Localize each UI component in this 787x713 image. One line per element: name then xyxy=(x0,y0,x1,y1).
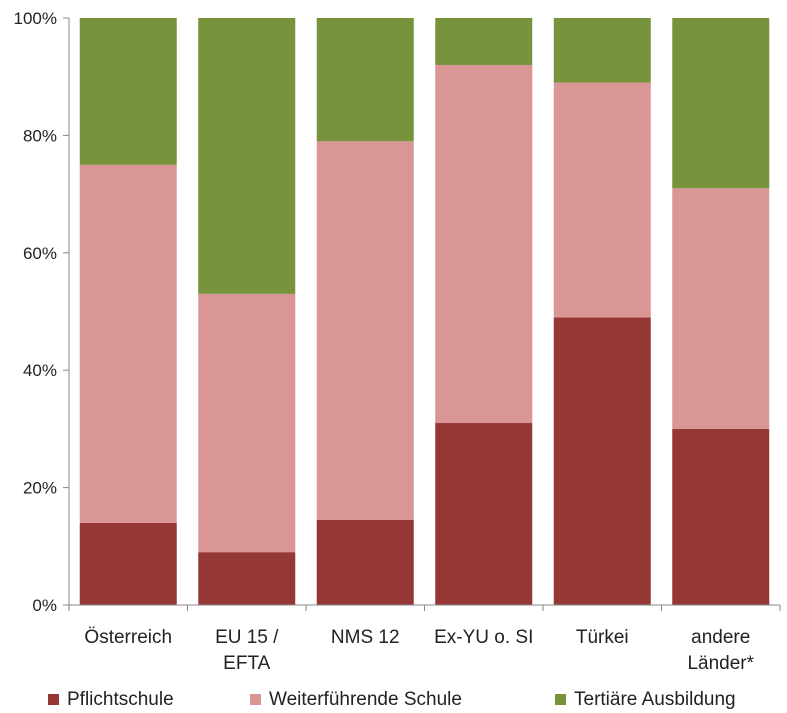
y-tick-label: 0% xyxy=(32,596,57,615)
bar-segment xyxy=(316,141,414,520)
legend: Pflichtschule Weiterführende Schule Tertiä… xyxy=(48,689,736,710)
bar-segment xyxy=(79,522,177,605)
legend-label: Weiterführende Schule xyxy=(269,689,462,710)
x-category-label: NMS 12 xyxy=(331,627,400,648)
bar-segment xyxy=(79,164,177,523)
legend-swatch xyxy=(555,694,566,705)
x-axis: Österreich EU 15 / EFTA NMS 12 Ex-YU o. SI Tü… xyxy=(68,604,781,674)
y-tick-label: 20% xyxy=(23,479,57,498)
legend-item: Weiterführende Schule xyxy=(250,689,462,710)
y-tick-label: 100% xyxy=(14,9,57,28)
bars xyxy=(79,18,770,605)
bar-segment xyxy=(553,18,651,83)
bar-segment xyxy=(316,18,414,142)
legend-swatch xyxy=(250,694,261,705)
bar-segment xyxy=(553,82,651,318)
x-category-label: Österreich xyxy=(84,627,172,648)
bar-segment xyxy=(435,18,533,65)
x-category-label: EU 15 / xyxy=(215,627,279,648)
bar-segment xyxy=(435,423,533,605)
bar-segment xyxy=(316,519,414,605)
y-axis: 0% 20% 40% 60% 80% 100% xyxy=(14,9,70,615)
bar-segment xyxy=(198,293,296,553)
bar-segment xyxy=(79,18,177,165)
bar-segment xyxy=(198,18,296,294)
bar-segment xyxy=(198,552,296,605)
x-category-label: andere xyxy=(691,627,750,648)
x-category-label: EFTA xyxy=(223,653,270,674)
bar-segment xyxy=(553,317,651,605)
x-category-label: Ex-YU o. SI xyxy=(434,627,533,648)
bar-segment xyxy=(672,18,770,189)
y-tick-label: 40% xyxy=(23,361,57,380)
legend-label: Tertiäre Ausbildung xyxy=(574,689,736,710)
bar-segment xyxy=(435,64,533,424)
legend-swatch xyxy=(48,694,59,705)
y-tick-label: 60% xyxy=(23,244,57,263)
x-category-label: Länder* xyxy=(687,653,754,674)
legend-label: Pflichtschule xyxy=(67,689,174,710)
bar-segment xyxy=(672,428,770,605)
bar-segment xyxy=(672,188,770,429)
x-category-label: Türkei xyxy=(576,627,629,648)
legend-item: Tertiäre Ausbildung xyxy=(555,689,736,710)
y-tick-label: 80% xyxy=(23,126,57,145)
legend-item: Pflichtschule xyxy=(48,689,174,710)
